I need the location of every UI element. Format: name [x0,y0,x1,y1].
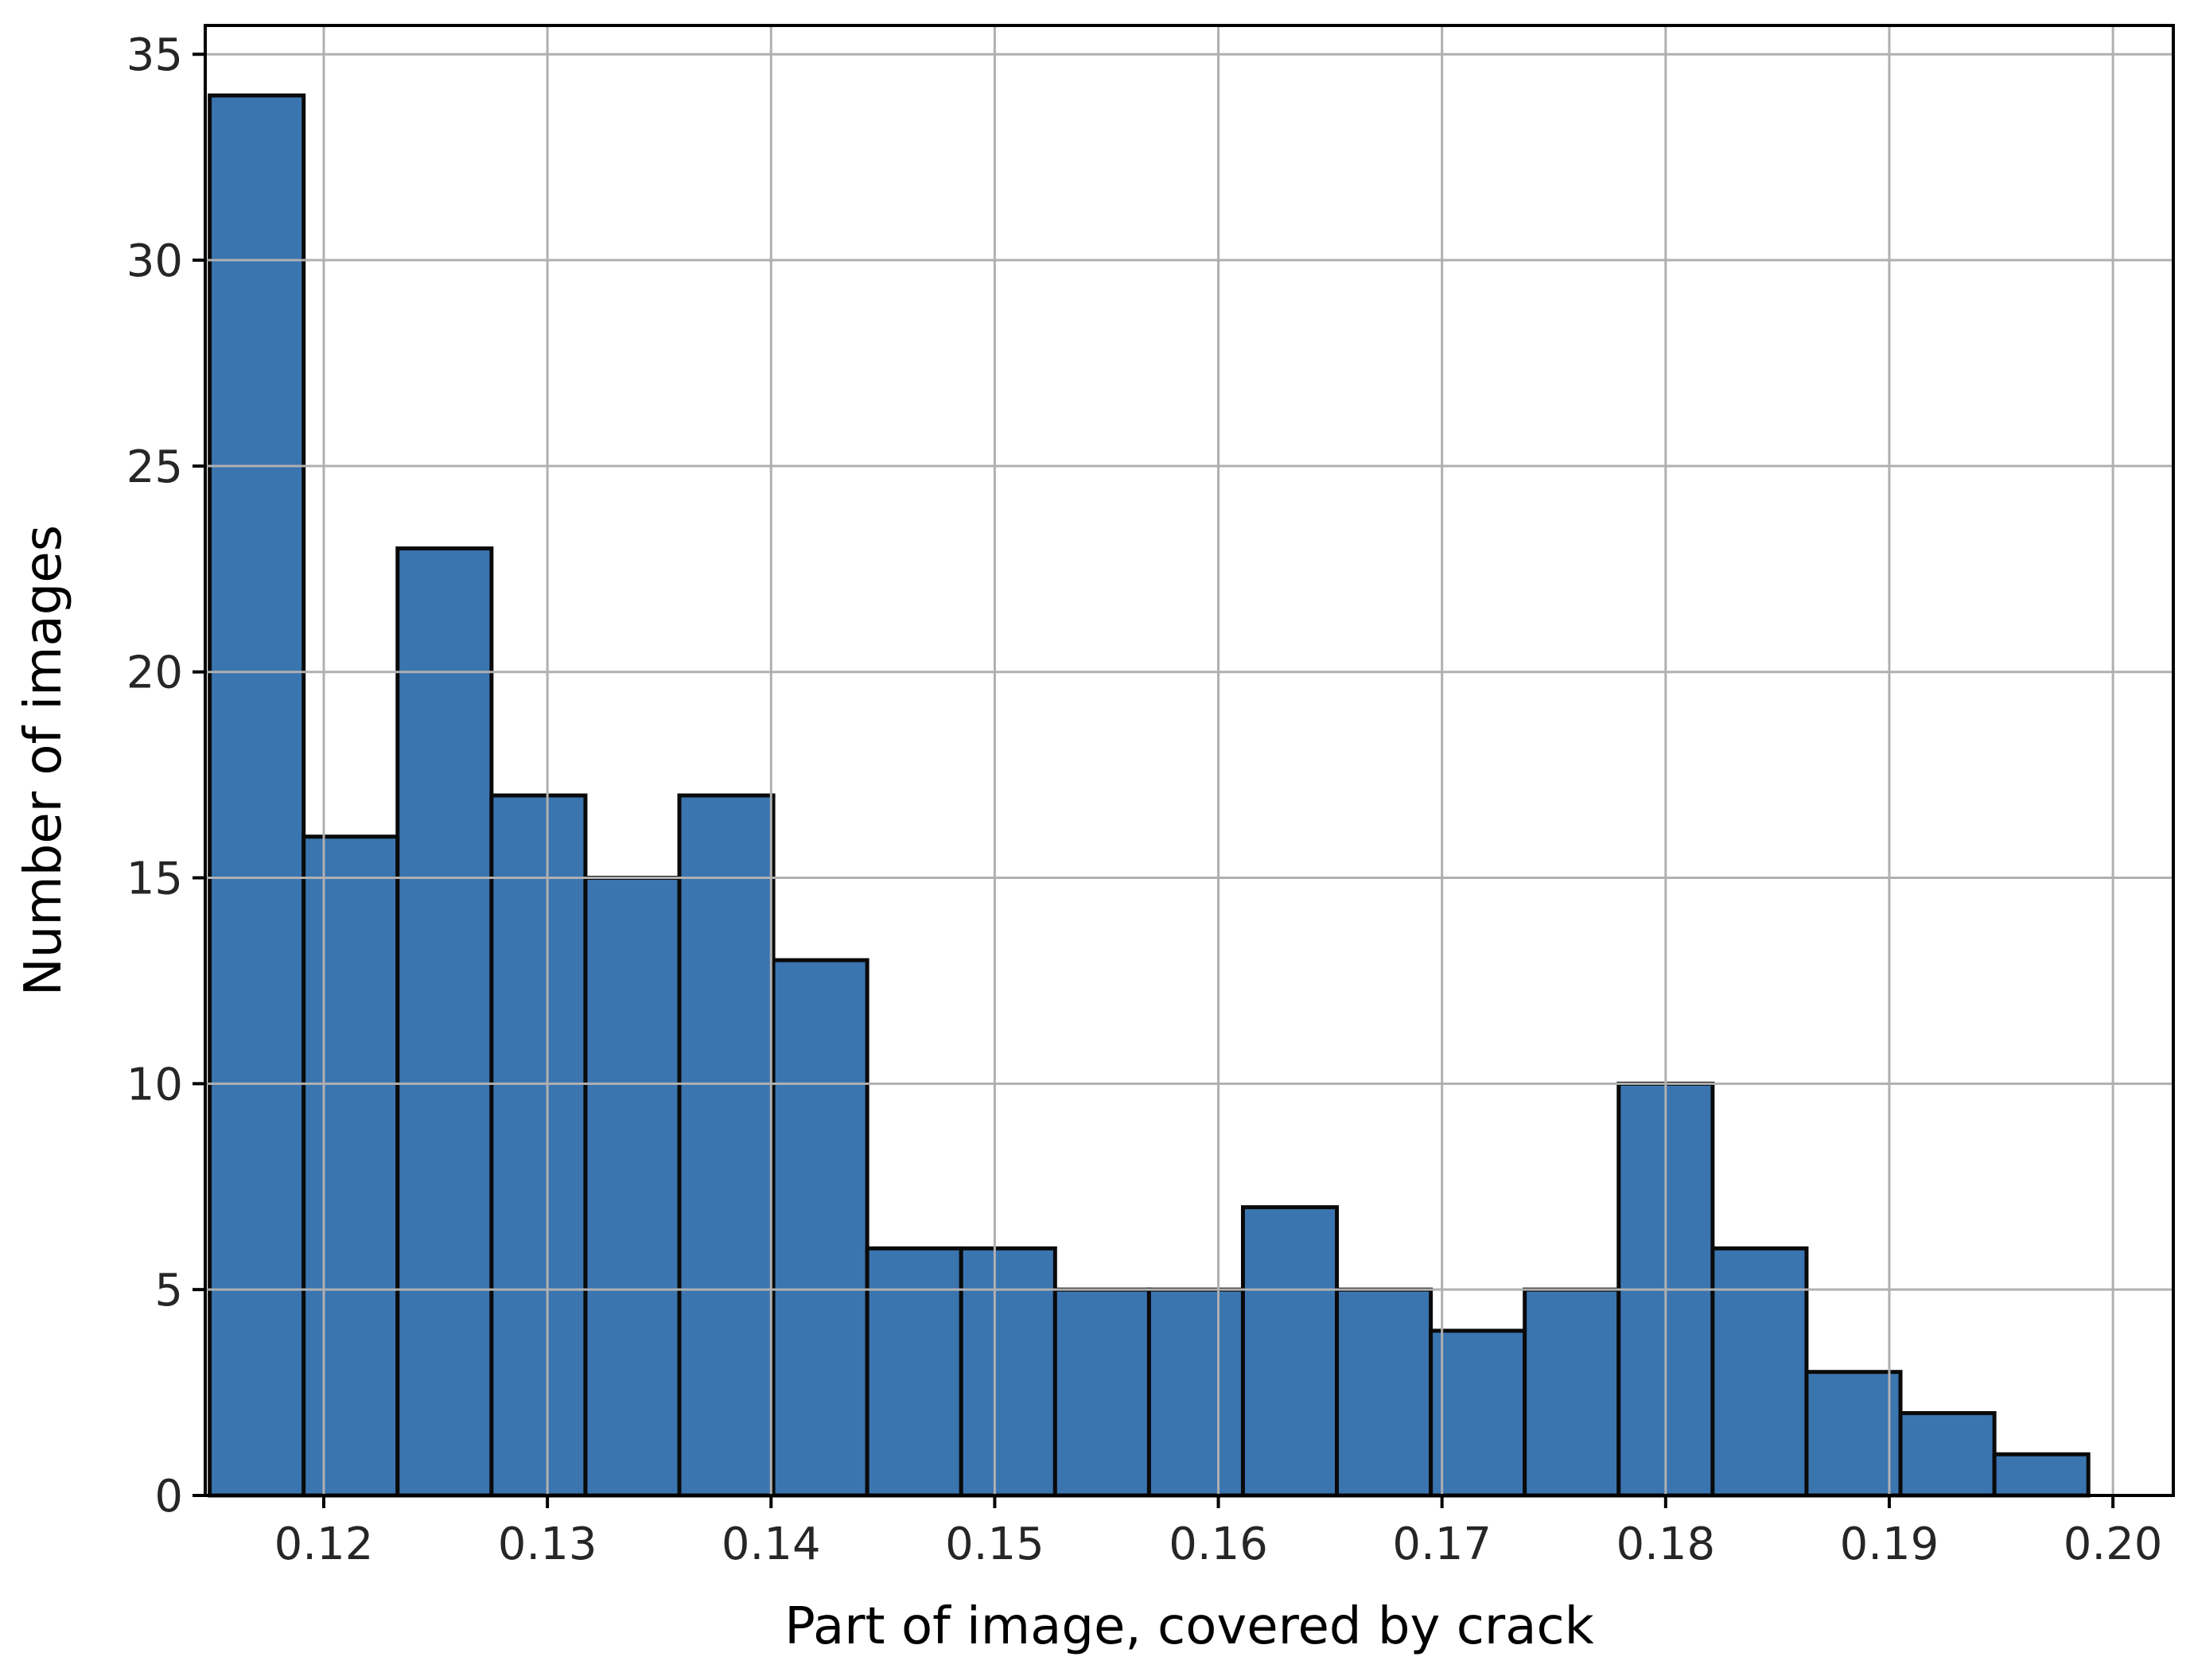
x-tick-label: 0.14 [722,1519,821,1570]
histogram-bar [208,93,306,1498]
histogram-bar [1240,1205,1340,1498]
y-tick-label: 5 [154,1265,183,1316]
histogram-bar [1335,1287,1433,1498]
histogram-bar [1523,1287,1621,1498]
x-tick-label: 0.19 [1840,1519,1939,1570]
plot-area: 0.12 0.13 0.14 0.15 0.16 0.17 0.18 0.19 0.20 0 5 10… [126,24,2175,1570]
histogram-bar [1146,1287,1245,1498]
histogram-bar [1898,1410,1997,1498]
y-tick-label: 30 [126,235,183,287]
y-tick-label: 10 [126,1059,183,1110]
histogram-bar [1710,1246,1809,1498]
y-tick-label: 15 [126,854,183,905]
histogram-bar [1804,1370,1903,1498]
x-tick-label: 0.16 [1169,1519,1268,1570]
histogram-bar [959,1246,1057,1498]
x-tick-label: 0.20 [2064,1519,2163,1570]
histogram-bar [1429,1328,1527,1498]
y-tick-label: 35 [126,29,183,81]
y-tick-label: 0 [154,1471,183,1522]
x-tick-label: 0.15 [945,1519,1044,1570]
histogram-bar [395,546,494,1498]
histogram-bar [489,793,588,1498]
y-axis-label: Number of images [14,525,73,996]
histogram-bar [771,958,869,1498]
x-axis-label: Part of image, covered by crack [784,1597,1593,1656]
histogram-bar [865,1246,963,1498]
y-tick-label: 25 [126,441,183,493]
plot-frame [204,24,2175,1497]
x-tick-label: 0.12 [274,1519,374,1570]
histogram-bar [583,876,682,1498]
x-tick-label: 0.18 [1616,1519,1715,1570]
histogram-bar [1052,1287,1151,1498]
x-tick-label: 0.17 [1392,1519,1492,1570]
histogram-bar [301,834,400,1498]
x-tick-label: 0.13 [498,1519,597,1570]
y-tick-label: 20 [126,648,183,699]
histogram-bar [677,793,776,1498]
histogram-bar [1992,1452,2091,1498]
